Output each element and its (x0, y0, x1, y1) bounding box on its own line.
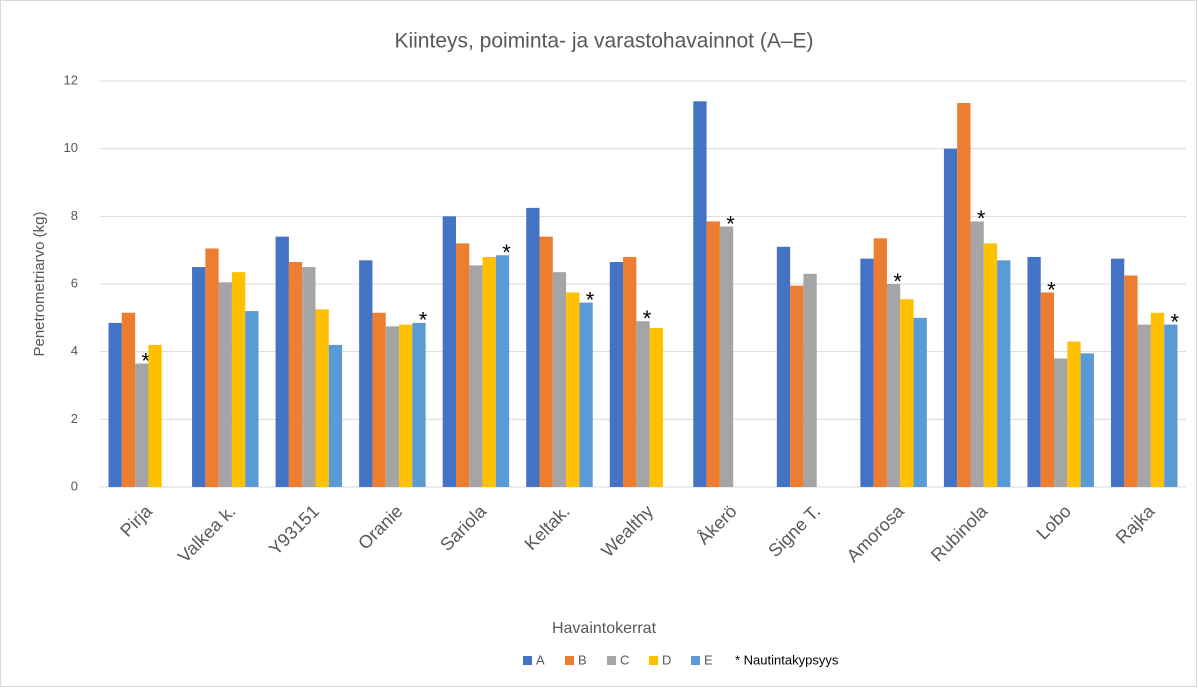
bar (218, 282, 232, 487)
bar (328, 344, 343, 487)
legend-swatch (691, 656, 700, 665)
ripeness-marker: * (977, 206, 986, 231)
bar (121, 312, 136, 487)
bar (442, 216, 456, 488)
bar (482, 256, 496, 487)
bar (245, 311, 259, 487)
bar (1040, 292, 1055, 487)
y-tick-label: 2 (71, 411, 78, 426)
bar (997, 260, 1011, 487)
ripeness-marker: * (893, 269, 902, 294)
bar (1027, 256, 1041, 487)
y-tick-label: 12 (64, 72, 78, 87)
bar (719, 226, 734, 487)
bar (873, 238, 887, 487)
bar (148, 344, 162, 487)
bar (706, 221, 720, 488)
bar (1067, 341, 1081, 487)
y-tick-label: 0 (71, 478, 78, 493)
bar (399, 324, 413, 487)
bar (886, 284, 901, 487)
bar (288, 262, 303, 487)
bar (205, 248, 219, 487)
bar (302, 267, 316, 487)
x-axis-title: Havaintokerrat (552, 620, 657, 637)
legend-swatch (649, 656, 658, 665)
bar (385, 326, 400, 487)
bar (1150, 312, 1165, 487)
bar (649, 327, 663, 487)
ripeness-marker: * (1171, 309, 1180, 334)
y-tick-label: 8 (71, 208, 78, 223)
legend-label: C (620, 652, 629, 667)
y-tick-label: 6 (71, 275, 78, 290)
bar (1164, 324, 1178, 487)
bar (1110, 258, 1125, 487)
legend-label: D (662, 652, 671, 667)
legend-swatch (523, 656, 532, 665)
ripeness-marker: * (1047, 277, 1056, 302)
bar (970, 221, 984, 488)
bar (1054, 358, 1068, 487)
ripeness-marker: * (643, 306, 652, 331)
bar (913, 317, 927, 487)
ripeness-marker: * (141, 348, 150, 373)
bar (469, 265, 483, 487)
bar (455, 243, 470, 487)
bar (359, 260, 373, 487)
bar (372, 312, 386, 487)
bar (539, 236, 553, 487)
legend-label: * Nautintakypsyys (735, 652, 839, 667)
bar (552, 272, 567, 487)
legend-swatch (607, 656, 616, 665)
bar (983, 243, 998, 487)
ripeness-marker: * (726, 211, 735, 236)
ripeness-marker: * (419, 308, 428, 333)
legend-label: B (578, 652, 587, 667)
bar (315, 309, 329, 487)
legend-label: E (704, 652, 713, 667)
ripeness-marker: * (586, 287, 595, 312)
bar (1080, 353, 1094, 487)
bar (108, 322, 122, 487)
bar (566, 292, 580, 487)
bar (693, 101, 707, 488)
chart-title: Kiinteys, poiminta- ja varastohavainnot … (394, 30, 813, 53)
y-tick-label: 10 (64, 140, 78, 155)
bar (526, 207, 540, 487)
bar (860, 258, 874, 487)
legend-swatch (565, 656, 574, 665)
y-tick-label: 4 (71, 343, 78, 358)
bar (1124, 275, 1138, 487)
bar (957, 102, 971, 487)
bar (231, 272, 246, 487)
bar (579, 302, 593, 487)
bar (1137, 324, 1151, 487)
bar (275, 236, 289, 487)
bar (623, 256, 637, 487)
bar (495, 255, 510, 487)
bar (790, 285, 804, 487)
y-axis-title: Penetrometriarvo (kg) (31, 211, 48, 356)
bar (192, 267, 206, 487)
bar (803, 273, 817, 487)
bar (943, 148, 958, 487)
bar (900, 299, 914, 487)
bar (609, 262, 624, 487)
bar (412, 322, 426, 487)
bar (636, 321, 650, 487)
bar (135, 363, 149, 487)
legend-label: A (536, 652, 545, 667)
ripeness-marker: * (502, 240, 511, 265)
bar (776, 246, 791, 487)
